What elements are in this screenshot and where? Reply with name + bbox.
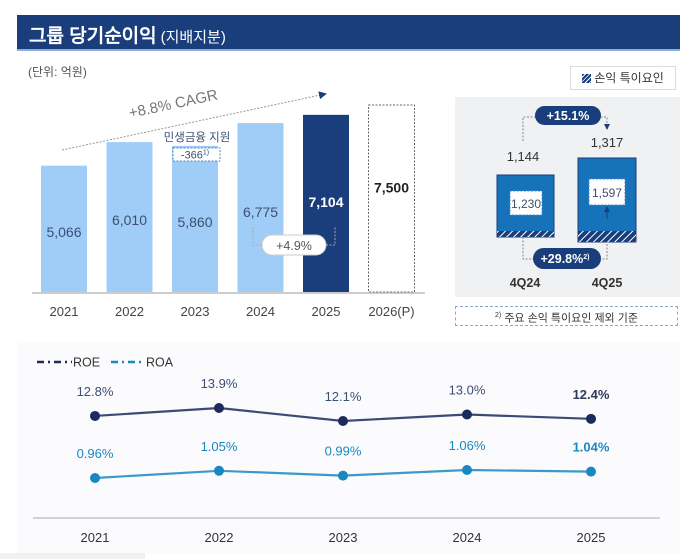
bottom-edge xyxy=(0,553,145,559)
bar-xlabel-2025: 2025 xyxy=(312,304,341,319)
q-total-label-4q24: 1,144 xyxy=(507,149,540,164)
bar-2021 xyxy=(41,165,87,292)
qoq-total-label: +15.1% xyxy=(547,109,590,123)
line-xlabel-2022: 2022 xyxy=(205,530,234,545)
roa-point-2022 xyxy=(214,465,224,476)
q-total-label-4q25: 1,317 xyxy=(591,135,624,150)
roe-point-2022 xyxy=(214,403,224,413)
roa-label-2025: 1.04% xyxy=(573,440,610,455)
unit-label: (단위: 억원) xyxy=(28,65,87,79)
bar-2023 xyxy=(172,145,218,292)
yoy-label: +4.9% xyxy=(276,239,312,253)
line-xlabel-2021: 2021 xyxy=(81,530,110,545)
special-factor-label: 손익 특이요인 xyxy=(594,71,664,85)
line-xlabel-2023: 2023 xyxy=(329,530,358,545)
q-bar-hatch-4q25 xyxy=(578,231,636,242)
line-xlabel-2025: 2025 xyxy=(577,530,606,545)
bar-value-label-2023: 5,860 xyxy=(177,214,212,230)
roa-point-2024 xyxy=(462,465,472,475)
qoq-excl-label: +29.8%2) xyxy=(541,252,590,266)
bar-value-label-2022: 6,010 xyxy=(112,212,147,228)
bar-xlabel-2023: 2023 xyxy=(181,304,210,319)
roe-label-2022: 13.9% xyxy=(201,376,238,391)
footnote: 2) 주요 손익 특이요인 제외 기준 xyxy=(455,306,678,326)
roe-point-2021 xyxy=(90,410,100,421)
yoy-pill xyxy=(261,234,327,256)
annual-net-income-chart: 5,066 6,010 5,860 6,775 7,104 7,500 +8.8% CAG… xyxy=(32,86,425,319)
q-xlabel-4q25: 4Q25 xyxy=(592,276,623,290)
roa-point-2021 xyxy=(90,473,100,483)
bar-xlabel-2022: 2022 xyxy=(115,304,144,319)
special-factor-legend: 손익 특이요인 xyxy=(570,66,676,90)
line-xlabel-2024: 2024 xyxy=(453,530,482,545)
roe-label-2021: 12.8% xyxy=(77,384,114,399)
support-label: 민생금융 지원 xyxy=(164,130,231,144)
bar-xlabel-2021: 2021 xyxy=(50,304,79,319)
bar-2022 xyxy=(106,142,153,292)
title-text: 그룹 당기순이익 xyxy=(29,26,157,47)
support-sup: 1) xyxy=(203,150,209,157)
bar-2025 xyxy=(303,114,349,293)
roe-point-2025 xyxy=(586,413,596,424)
roe-roa-chart: ROE ROA 12.8% 13.9% 12.1% 13.0% 12.4% 0.96% 1.… xyxy=(33,356,660,545)
q-excl-box-4q24 xyxy=(509,190,543,216)
roa-point-2025 xyxy=(586,466,596,477)
roe-point-2023 xyxy=(338,416,348,426)
bar-2026(P) xyxy=(368,104,415,293)
cagr-label: +8.8% CAGR xyxy=(127,86,219,121)
hatch-swatch-icon xyxy=(582,74,592,83)
bar-value-label-2024: 6,775 xyxy=(243,204,278,220)
page-title: 그룹 당기순이익 (지배지분) xyxy=(29,21,226,48)
footnote-sup: 2) xyxy=(495,312,502,319)
cagr-arrow xyxy=(61,91,327,151)
q-excl-label-4q24: 1,230 xyxy=(511,197,541,211)
roe-label-2025: 12.4% xyxy=(573,387,610,402)
bar-value-label-2021: 5,066 xyxy=(46,224,81,240)
q-excl-label-4q25: 1,597 xyxy=(592,186,622,200)
bar-value-label-2025: 7,104 xyxy=(308,194,343,210)
title-bar: 그룹 당기순이익 (지배지분) xyxy=(17,15,680,51)
bar-xlabel-2026(P): 2026(P) xyxy=(368,304,414,319)
legend: ROE ROA xyxy=(37,356,174,370)
roa-label-2024: 1.06% xyxy=(449,438,486,453)
roe-point-2024 xyxy=(462,409,472,420)
bar-2024 xyxy=(237,123,284,292)
support-value: -3661) xyxy=(181,150,209,162)
qoq-excl-pill xyxy=(533,248,601,269)
footnote-text: 주요 손익 특이요인 제외 기준 xyxy=(504,312,638,325)
roe-label-2023: 12.1% xyxy=(325,389,362,404)
qoq-excl-sup: 2) xyxy=(583,254,589,261)
roa-label-2022: 1.05% xyxy=(201,439,238,454)
roa-label-2023: 0.99% xyxy=(325,444,362,459)
q-excl-box-4q25 xyxy=(588,178,626,206)
bar-xlabel-2024: 2024 xyxy=(246,304,275,319)
roa-point-2023 xyxy=(338,470,348,481)
qoq-total-pill xyxy=(535,106,601,125)
q-bar-hatch-4q24 xyxy=(497,231,554,237)
quarterly-net-income-chart: +15.1% 1,144 1,317 1,230 1,597 +29.8%2) … xyxy=(496,106,637,290)
support-box xyxy=(172,147,221,162)
qoq-total-connector xyxy=(522,116,610,141)
bar-value-label-2026(P): 7,500 xyxy=(374,179,409,195)
page-subtitle: (지배지분) xyxy=(160,29,226,46)
roa-label-2021: 0.96% xyxy=(77,446,114,461)
legend-roa-label: ROA xyxy=(146,356,174,370)
yoy-connector xyxy=(252,220,338,246)
q-xlabel-4q24: 4Q24 xyxy=(510,276,541,290)
legend-roe-label: ROE xyxy=(73,356,100,370)
roe-label-2024: 13.0% xyxy=(449,383,486,398)
